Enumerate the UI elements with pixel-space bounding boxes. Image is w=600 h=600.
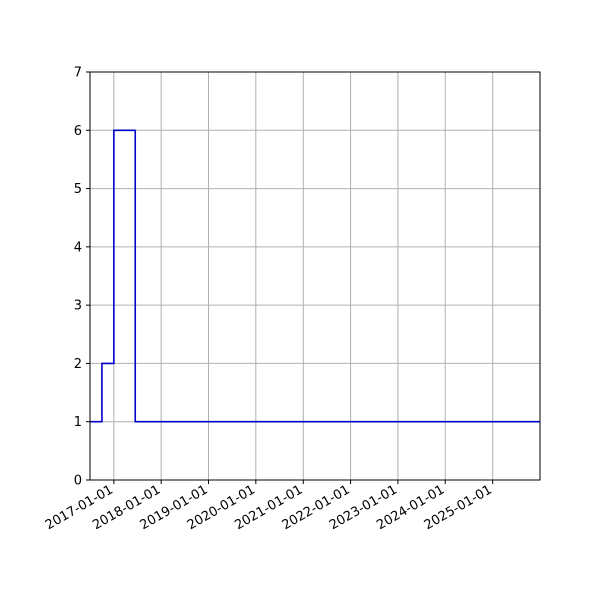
series-layer — [90, 129, 540, 423]
y-tick-label: 4 — [74, 240, 82, 255]
y-axis: 0 1 2 3 4 5 6 7 — [74, 66, 90, 489]
y-tick-label: 7 — [74, 66, 82, 81]
series-line-0 — [90, 129, 540, 423]
y-tick-label: 6 — [74, 124, 82, 139]
y-tick-label: 5 — [74, 182, 82, 197]
plot-frame — [89, 71, 541, 481]
y-tick-label: 3 — [74, 299, 82, 314]
y-tick-label: 1 — [74, 415, 82, 430]
y-tick-label: 0 — [74, 474, 82, 489]
y-tick-label: 2 — [74, 357, 82, 372]
